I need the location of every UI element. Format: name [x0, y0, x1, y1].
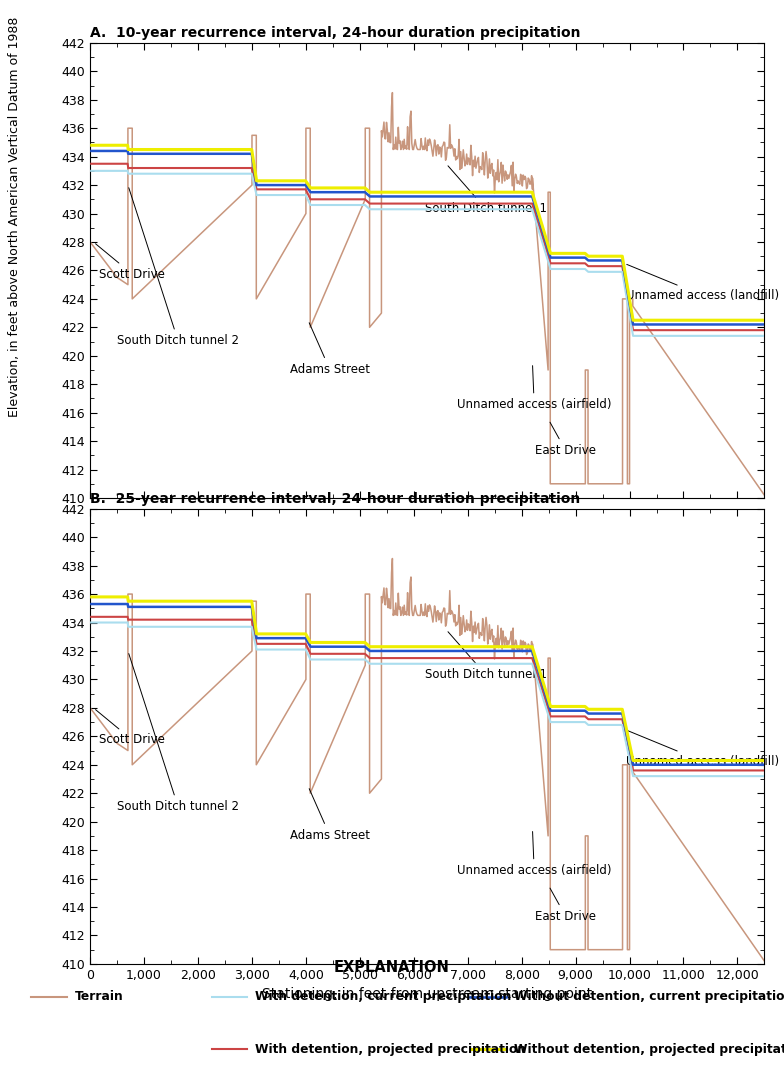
- Text: With detention, current precipitation: With detention, current precipitation: [255, 990, 511, 1004]
- Text: Without detention, projected precipitation: Without detention, projected precipitati…: [514, 1042, 784, 1056]
- Text: South Ditch tunnel 2: South Ditch tunnel 2: [117, 653, 239, 813]
- Text: East Drive: East Drive: [535, 888, 596, 923]
- Text: A.  10-year recurrence interval, 24-hour duration precipitation: A. 10-year recurrence interval, 24-hour …: [90, 27, 581, 41]
- Text: South Ditch tunnel 1: South Ditch tunnel 1: [425, 166, 546, 215]
- Text: South Ditch tunnel 2: South Ditch tunnel 2: [117, 187, 239, 347]
- Text: EXPLANATION: EXPLANATION: [334, 960, 450, 975]
- Text: Scott Drive: Scott Drive: [96, 244, 165, 281]
- Text: Terrain: Terrain: [74, 990, 123, 1004]
- Text: Elevation, in feet above North American Vertical Datum of 1988: Elevation, in feet above North American …: [8, 17, 20, 417]
- Text: Unnamed access (landfill): Unnamed access (landfill): [626, 265, 779, 302]
- Text: East Drive: East Drive: [535, 422, 596, 457]
- X-axis label: Stationing, in feet from upstream starting point: Stationing, in feet from upstream starti…: [262, 987, 593, 1001]
- Text: Unnamed access (airfield): Unnamed access (airfield): [457, 831, 612, 877]
- Text: Adams Street: Adams Street: [290, 322, 370, 376]
- Text: Unnamed access (landfill): Unnamed access (landfill): [626, 730, 779, 768]
- Text: South Ditch tunnel 1: South Ditch tunnel 1: [425, 632, 546, 681]
- Text: Without detention, current precipitation: Without detention, current precipitation: [514, 990, 784, 1004]
- Text: B.  25-year recurrence interval, 24-hour duration precipitation: B. 25-year recurrence interval, 24-hour …: [90, 493, 580, 507]
- Text: With detention, projected precipitation: With detention, projected precipitation: [255, 1042, 526, 1056]
- Text: Scott Drive: Scott Drive: [96, 710, 165, 746]
- Text: Unnamed access (airfield): Unnamed access (airfield): [457, 365, 612, 411]
- Text: Adams Street: Adams Street: [290, 788, 370, 842]
